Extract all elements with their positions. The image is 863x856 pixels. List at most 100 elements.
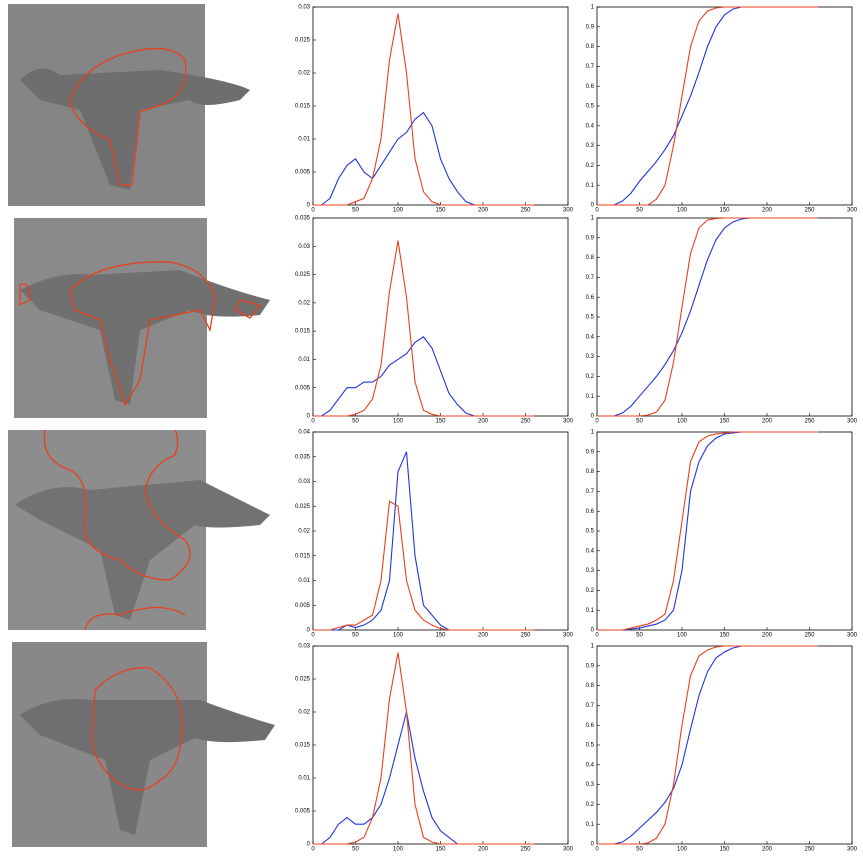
- y-tick-label: 0.005: [295, 603, 311, 609]
- x-tick-label: 100: [677, 633, 688, 639]
- y-tick-label: 1: [591, 216, 595, 222]
- x-tick-label: 250: [804, 847, 815, 853]
- x-tick-label: 50: [636, 208, 643, 214]
- y-tick-label: 0.4: [586, 334, 595, 340]
- series-line: [313, 240, 534, 417]
- y-tick-label: 0.035: [295, 216, 311, 222]
- x-tick-label: 50: [636, 419, 643, 425]
- x-tick-label: 0: [595, 208, 599, 214]
- x-tick-label: 200: [762, 633, 773, 639]
- x-tick-label: 200: [478, 208, 489, 214]
- x-tick-label: 300: [563, 419, 574, 425]
- x-tick-label: 300: [563, 208, 574, 214]
- x-tick-label: 200: [762, 419, 773, 425]
- axes-box: [312, 6, 569, 206]
- x-tick-label: 250: [520, 208, 531, 214]
- y-tick-label: 0.01: [298, 137, 310, 143]
- y-tick-label: 0.7: [586, 703, 595, 709]
- x-tick-label: 50: [636, 633, 643, 639]
- x-tick-label: 50: [352, 419, 359, 425]
- y-tick-label: 0: [591, 842, 595, 848]
- y-tick-label: 0.02: [298, 300, 310, 306]
- x-tick-label: 150: [435, 208, 446, 214]
- y-tick-label: 0.9: [586, 663, 595, 669]
- x-tick-label: 250: [804, 419, 815, 425]
- series-line: [313, 652, 534, 845]
- x-tick-label: 100: [677, 847, 688, 853]
- x-tick-label: 100: [677, 419, 688, 425]
- y-tick-label: 0.7: [586, 275, 595, 281]
- axes-box: [596, 6, 853, 206]
- series-line: [597, 217, 818, 417]
- x-tick-label: 300: [563, 633, 574, 639]
- y-tick-label: 0.9: [586, 235, 595, 241]
- y-tick-label: 0.9: [586, 449, 595, 455]
- y-tick-label: 0.6: [586, 295, 595, 301]
- y-tick-label: 0.3: [586, 354, 595, 360]
- x-tick-label: 150: [435, 419, 446, 425]
- y-tick-label: 0.5: [586, 743, 595, 749]
- y-tick-label: 0.7: [586, 64, 595, 70]
- y-tick-label: 0: [591, 414, 595, 420]
- series-line: [597, 6, 818, 206]
- y-tick-label: 0.8: [586, 683, 595, 689]
- x-tick-label: 0: [595, 419, 599, 425]
- x-tick-label: 300: [847, 847, 858, 853]
- y-tick-label: 0.1: [586, 183, 595, 189]
- series-line: [313, 13, 534, 206]
- y-tick-label: 0.03: [298, 5, 310, 11]
- x-tick-label: 300: [847, 633, 858, 639]
- y-tick-label: 0.01: [298, 578, 310, 584]
- y-tick-label: 0.3: [586, 143, 595, 149]
- axes-box: [312, 645, 569, 845]
- axes-box: [596, 217, 853, 417]
- x-tick-label: 100: [393, 419, 404, 425]
- x-tick-label: 0: [595, 633, 599, 639]
- x-tick-label: 200: [478, 847, 489, 853]
- y-tick-label: 0.8: [586, 469, 595, 475]
- x-tick-label: 300: [563, 847, 574, 853]
- x-tick-label: 200: [478, 633, 489, 639]
- y-tick-label: 0: [591, 203, 595, 209]
- x-tick-label: 50: [352, 208, 359, 214]
- y-tick-label: 0.025: [295, 272, 311, 278]
- y-tick-label: 0.1: [586, 608, 595, 614]
- x-tick-label: 0: [311, 633, 315, 639]
- x-tick-label: 200: [762, 847, 773, 853]
- y-tick-label: 0.03: [298, 644, 310, 650]
- y-tick-label: 0.04: [298, 430, 310, 436]
- series-line: [313, 500, 534, 631]
- x-tick-label: 250: [804, 633, 815, 639]
- y-tick-label: 0.035: [295, 454, 311, 460]
- x-tick-label: 0: [595, 847, 599, 853]
- cheetah: [20, 270, 270, 405]
- x-tick-label: 250: [520, 633, 531, 639]
- x-tick-label: 100: [677, 208, 688, 214]
- y-tick-label: 0.6: [586, 723, 595, 729]
- y-tick-label: 0.015: [295, 743, 311, 749]
- y-tick-label: 0.4: [586, 762, 595, 768]
- y-tick-label: 0.6: [586, 509, 595, 515]
- axes-box: [312, 431, 569, 631]
- y-tick-label: 0.015: [295, 104, 311, 110]
- y-tick-label: 0.1: [586, 822, 595, 828]
- y-tick-label: 0.5: [586, 529, 595, 535]
- y-tick-label: 0.2: [586, 802, 595, 808]
- x-tick-label: 300: [847, 208, 858, 214]
- y-tick-label: 0.01: [298, 357, 310, 363]
- y-tick-label: 0.02: [298, 710, 310, 716]
- y-tick-label: 0.03: [298, 244, 310, 250]
- y-tick-label: 0.01: [298, 776, 310, 782]
- y-tick-label: 0.03: [298, 479, 310, 485]
- y-tick-label: 0: [307, 628, 311, 634]
- y-tick-label: 1: [591, 644, 595, 650]
- x-tick-label: 150: [719, 208, 730, 214]
- x-tick-label: 150: [719, 847, 730, 853]
- y-tick-label: 0.005: [295, 809, 311, 815]
- y-tick-label: 0.2: [586, 588, 595, 594]
- x-tick-label: 100: [393, 633, 404, 639]
- photo-panels: [8, 4, 275, 847]
- y-tick-label: 0.2: [586, 163, 595, 169]
- x-tick-label: 200: [478, 419, 489, 425]
